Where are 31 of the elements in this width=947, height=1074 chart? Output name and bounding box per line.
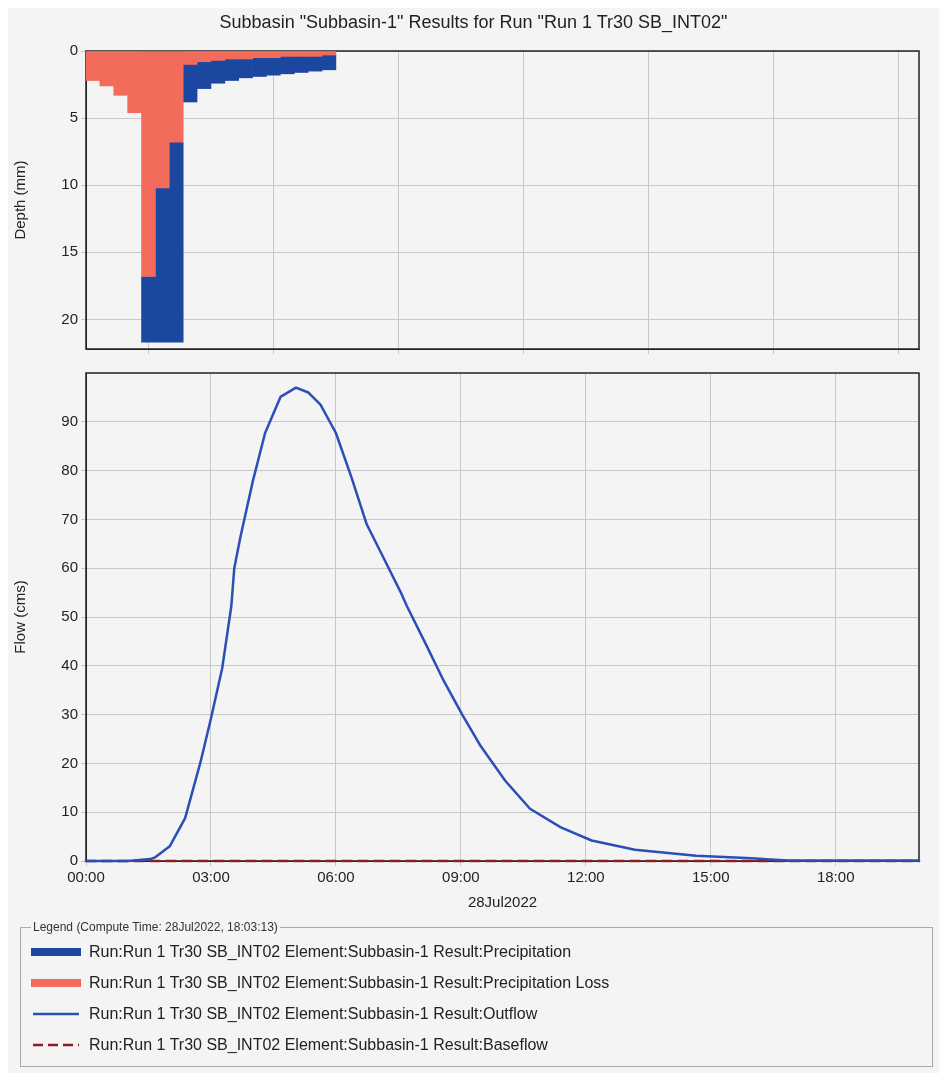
- x-axis-title: 28Jul2022: [467, 893, 538, 911]
- x-tick-label: 06:00: [317, 868, 355, 886]
- y-tick-label: 50: [61, 607, 78, 625]
- y-tick-label: 10: [61, 175, 78, 193]
- chart-title: Subbasin "Subbasin-1" Results for Run "Run 1 Tr30 SB_INT02": [218, 11, 729, 35]
- x-tick-label: 03:00: [192, 868, 230, 886]
- y-tick-label: 70: [61, 509, 78, 527]
- y-tick-label: 60: [61, 558, 78, 576]
- x-tick-label: 15:00: [691, 868, 730, 886]
- x-tick-label: 18:00: [816, 868, 855, 886]
- y-tick-label: 15: [61, 242, 78, 260]
- y-tick-label: 40: [61, 655, 78, 673]
- y-tick-label: 0: [69, 851, 78, 869]
- legend-label: Run:Run 1 Tr30 SB_INT02 Element:Subbasin-1 Result:Baseflow: [89, 1035, 548, 1054]
- legend-title: Legend (Compute Time: 28Jul2022, 18:03:13): [32, 920, 279, 934]
- legend-label: Run:Run 1 Tr30 SB_INT02 Element:Subbasin-1 Result:Outflow: [89, 1004, 538, 1023]
- y-tick-label: 20: [61, 309, 78, 327]
- y-tick-label: 20: [61, 753, 78, 771]
- y-tick-label: 80: [61, 460, 78, 478]
- y-tick-label: 90: [61, 411, 78, 429]
- y-axis-title: Flow (cms): [11, 580, 29, 654]
- y-tick-label: 10: [61, 802, 78, 820]
- x-tick-label: 00:00: [67, 868, 105, 886]
- y-tick-label: 30: [61, 704, 78, 722]
- x-tick-label: 09:00: [442, 868, 480, 886]
- x-tick-label: 12:00: [567, 868, 605, 886]
- y-tick-label: 0: [69, 41, 78, 59]
- y-axis-title: Depth (mm): [11, 160, 29, 240]
- legend-label: Run:Run 1 Tr30 SB_INT02 Element:Subbasin-1 Result:Precipitation: [89, 942, 572, 961]
- y-tick-label: 5: [69, 108, 78, 126]
- legend-label: Run:Run 1 Tr30 SB_INT02 Element:Subbasin-1 Result:Precipitation Loss: [89, 973, 610, 992]
